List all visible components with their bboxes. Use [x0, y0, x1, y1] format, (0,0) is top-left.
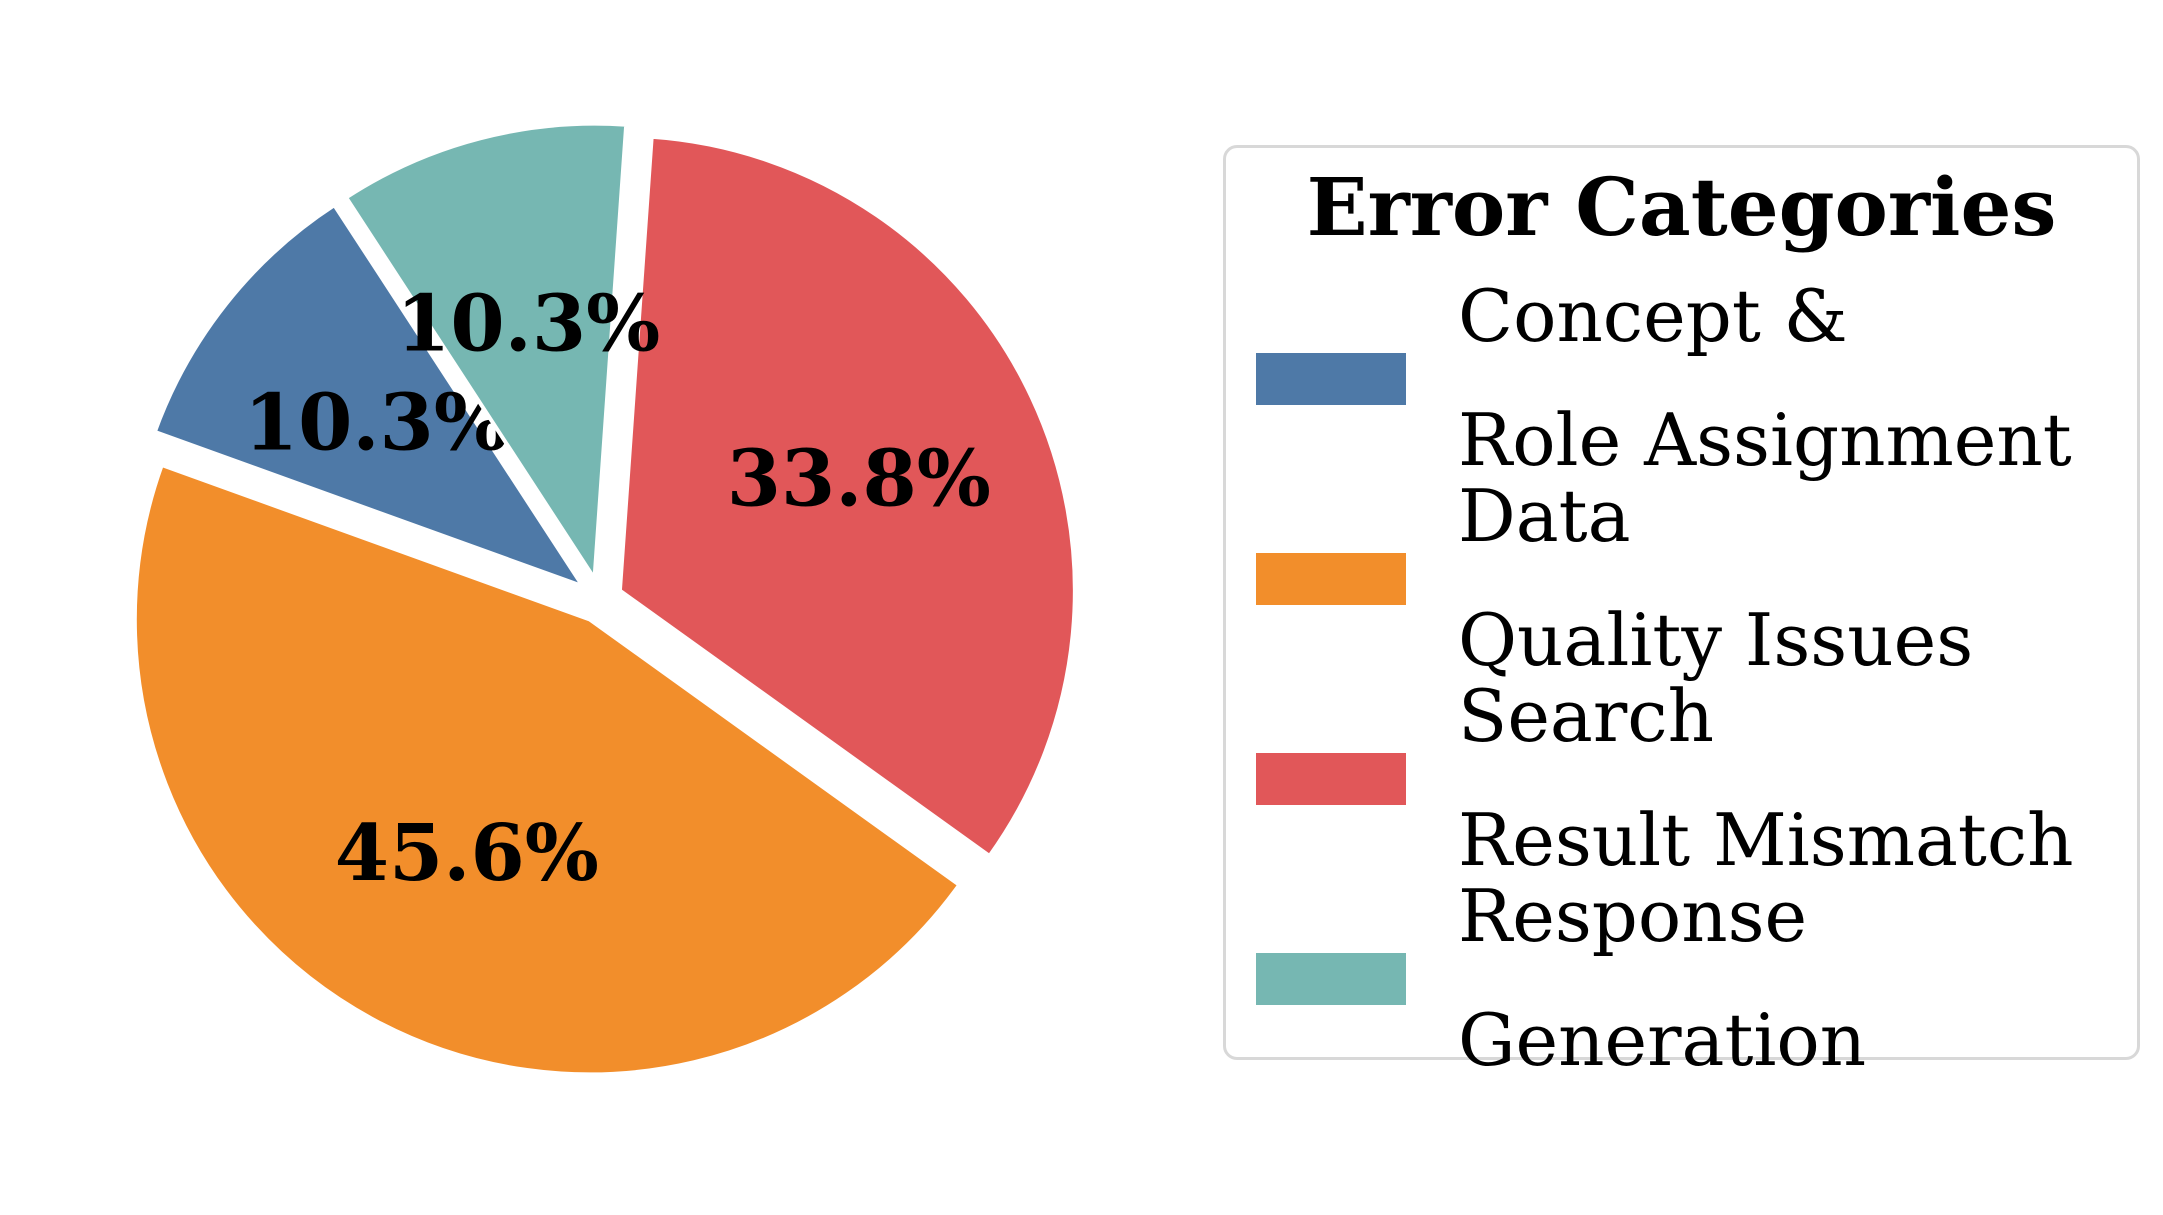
pie-slice-2 — [152, 203, 585, 589]
pie-slice-pct-label-1: 45.6% — [335, 808, 599, 899]
pie-slice-1 — [132, 463, 962, 1077]
legend-swatch-2 — [1256, 753, 1406, 805]
pie-slice-pct-label-3: 10.3% — [396, 278, 660, 369]
legend-item-3: Response Generation — [1226, 874, 2137, 1082]
legend-item-0: Concept & Role Assignment — [1226, 274, 2137, 482]
legend-item-1: Data Quality Issues — [1226, 474, 2137, 682]
pie-slice-pct-label-2: 10.3% — [244, 378, 508, 469]
legend-item-2: Search Result Mismatch — [1226, 674, 2137, 882]
pie-slice-3 — [344, 121, 629, 581]
legend-swatch-0 — [1256, 353, 1406, 405]
legend-swatch-3 — [1256, 953, 1406, 1005]
pie-slice-pct-label-0: 33.8% — [727, 434, 991, 525]
legend-label-0: Concept & Role Assignment — [1458, 274, 2072, 482]
legend-label-3: Response Generation — [1458, 874, 1867, 1082]
legend-swatch-1 — [1256, 553, 1406, 605]
legend-label-2: Search Result Mismatch — [1458, 674, 2074, 882]
legend-label-1: Data Quality Issues — [1458, 474, 1974, 682]
legend-box: Error Categories Concept & Role Assignme… — [1223, 145, 2140, 1082]
pie-slice-0 — [617, 134, 1077, 858]
legend-title: Error Categories — [1306, 160, 2057, 254]
legend-items: Concept & Role Assignment Data Quality Is… — [1226, 274, 2137, 1082]
